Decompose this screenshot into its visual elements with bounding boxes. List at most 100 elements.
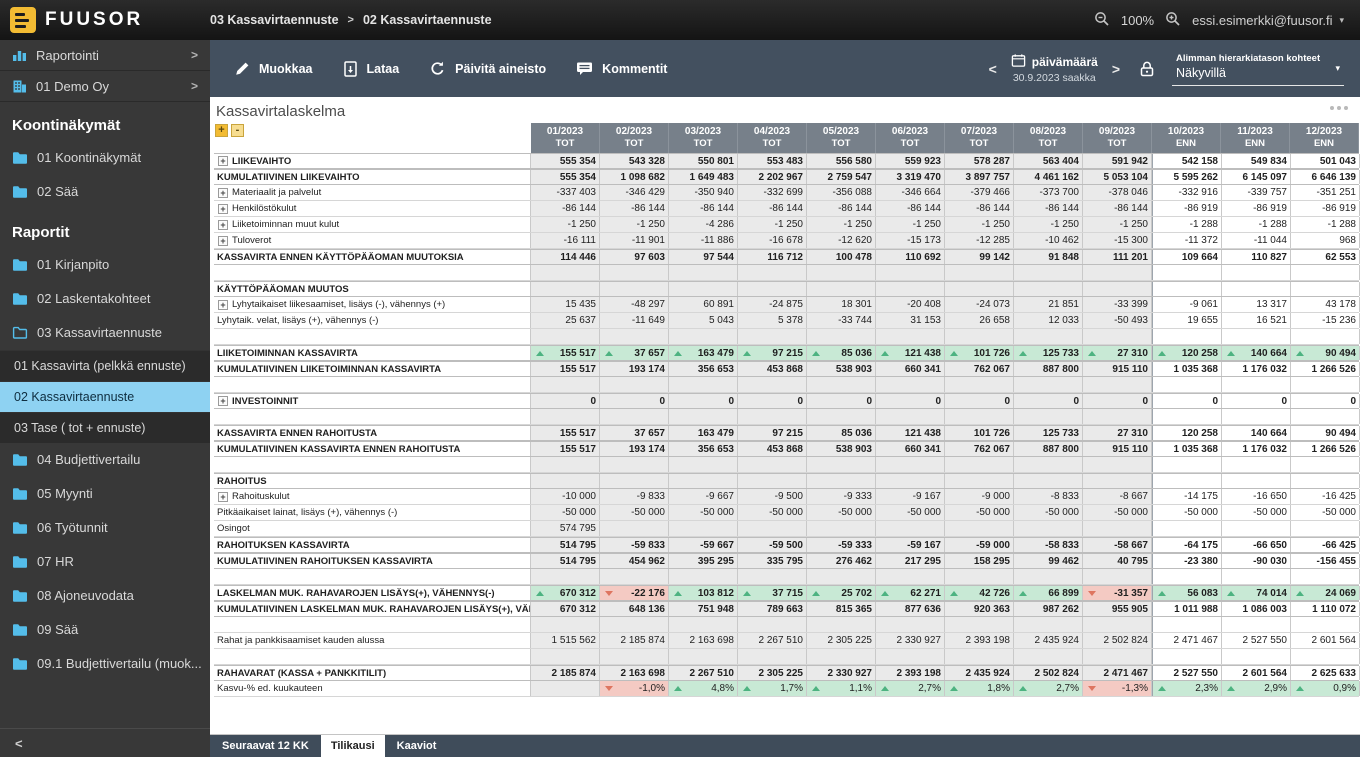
sidebar-item[interactable]: 06 Työtunnit xyxy=(0,511,210,545)
chevron-down-icon: ▾ xyxy=(1339,14,1344,25)
tab-tilikausi[interactable]: Tilikausi xyxy=(320,735,385,757)
expand-row-button[interactable]: + xyxy=(218,491,228,502)
expand-row-button[interactable]: + xyxy=(218,156,228,166)
sidebar-item[interactable]: 03 Kassavirtaennuste xyxy=(0,316,210,350)
table-row: KASSAVIRTA ENNEN RAHOITUSTA 155 517 37 657… xyxy=(214,425,1360,441)
table-spacer-row xyxy=(214,329,1360,345)
sidebar-collapse-button[interactable]: < xyxy=(15,735,23,751)
user-menu[interactable]: essi.esimerkki@fuusor.fi ▾ xyxy=(1192,13,1344,28)
sidebar-item[interactable]: 01 Kirjanpito xyxy=(0,248,210,282)
expand-row-button[interactable]: + xyxy=(218,219,228,230)
data-cell xyxy=(738,457,807,472)
data-cell: -339 757 xyxy=(1222,185,1291,200)
data-cell: -10 000 xyxy=(531,489,600,504)
sidebar-nav-item-1[interactable]: 01 Demo Oy > xyxy=(0,71,210,102)
data-cell: 2 393 198 xyxy=(876,666,945,680)
sidebar-item-label: 01 Kirjanpito xyxy=(37,257,110,272)
expand-row-button[interactable]: + xyxy=(218,203,228,214)
tab-seuraavat-12-kk[interactable]: Seuraavat 12 KK xyxy=(222,740,309,752)
sidebar-subitem[interactable]: 03 Tase ( tot + ennuste) xyxy=(0,412,210,443)
data-cell: -31 357 xyxy=(1083,586,1152,600)
sidebar-item[interactable]: 02 Laskentakohteet xyxy=(0,282,210,316)
data-cell: 1 098 682 xyxy=(600,170,669,184)
data-cell: 99 462 xyxy=(1014,554,1083,568)
data-cell: 66 899 xyxy=(1014,586,1083,600)
row-label-cell: Osingot xyxy=(214,521,531,536)
sidebar-item[interactable]: 08 Ajoneuvodata xyxy=(0,579,210,613)
data-cell: 0 xyxy=(669,394,738,408)
kommentit-button[interactable]: Kommentit xyxy=(576,61,667,76)
expand-row-button[interactable]: + xyxy=(218,299,228,310)
prev-period-button[interactable]: < xyxy=(988,60,997,77)
column-header: 06/2023 TOT xyxy=(876,123,945,153)
data-cell: 163 479 xyxy=(669,426,738,440)
fuusor-logo[interactable]: FUUSOR xyxy=(0,7,210,33)
data-cell: 514 795 xyxy=(531,554,600,568)
expand-row-button[interactable]: + xyxy=(218,187,228,198)
data-cell xyxy=(1014,617,1083,632)
expand-row-button[interactable]: + xyxy=(218,396,228,406)
data-cell: 24 069 xyxy=(1291,586,1360,600)
data-cell xyxy=(807,649,876,664)
folder-icon xyxy=(12,589,28,602)
data-cell: -50 000 xyxy=(876,505,945,520)
trend-up-icon xyxy=(812,350,820,356)
sidebar-item[interactable]: 07 HR xyxy=(0,545,210,579)
hierarchy-dropdown[interactable]: Alimman hierarkiatason kohteet Näkyvillä… xyxy=(1172,51,1344,86)
data-cell: 193 174 xyxy=(600,362,669,376)
data-cell xyxy=(1152,457,1222,472)
sidebar-item[interactable]: 05 Myynti xyxy=(0,477,210,511)
sidebar-item-label: 02 Laskentakohteet xyxy=(37,291,151,306)
column-header: 07/2023 TOT xyxy=(945,123,1014,153)
data-cell: 111 201 xyxy=(1083,250,1152,264)
row-label-cell: Lyhytaik. velat, lisäys (+), vähennys (-… xyxy=(214,313,531,328)
expand-all-button[interactable]: + xyxy=(215,124,228,137)
data-cell: 100 478 xyxy=(807,250,876,264)
row-label: RAHOITUS xyxy=(217,475,267,487)
data-cell: 920 363 xyxy=(945,602,1014,616)
zoom-out-icon[interactable] xyxy=(1094,11,1110,30)
data-cell xyxy=(531,377,600,392)
date-filter[interactable]: päivämäärä 30.9.2023 saakka xyxy=(1011,53,1098,84)
sidebar-item[interactable]: 02 Sää xyxy=(0,175,210,209)
widget-title: Kassavirtalaskelma xyxy=(216,103,346,120)
sidebar-item[interactable]: 04 Budjettivertailu xyxy=(0,443,210,477)
sidebar-subitem[interactable]: 01 Kassavirta (pelkkä ennuste) xyxy=(0,350,210,381)
folder-icon xyxy=(12,487,28,500)
sidebar-subitem-selected[interactable]: 02 Kassavirtaennuste xyxy=(0,381,210,412)
table-row: Pitkäaikaiset lainat, lisäys (+), vähenn… xyxy=(214,505,1360,521)
sidebar-nav-item-0[interactable]: Raportointi > xyxy=(0,40,210,71)
breadcrumb-item-2[interactable]: 02 Kassavirtaennuste xyxy=(362,13,492,27)
data-cell xyxy=(738,617,807,632)
sidebar-item[interactable]: 01 Koontinäkymät xyxy=(0,141,210,175)
lataa-button[interactable]: Lataa xyxy=(343,60,399,77)
row-label: LIIKETOIMINNAN KASSAVIRTA xyxy=(217,347,358,359)
lock-icon[interactable] xyxy=(1138,60,1156,78)
collapse-all-button[interactable]: - xyxy=(231,124,244,137)
table-row: + LIIKEVAIHTO 555 354 543 328 550 801 553 483… xyxy=(214,153,1360,169)
data-cell xyxy=(945,409,1014,424)
data-cell xyxy=(600,377,669,392)
next-period-button[interactable]: > xyxy=(1111,60,1120,77)
sidebar-item[interactable]: 09 Sää xyxy=(0,613,210,647)
more-menu-icon[interactable] xyxy=(1330,106,1348,110)
row-label-cell xyxy=(214,409,531,424)
tab-kaaviot[interactable]: Kaaviot xyxy=(396,740,437,752)
p-ivit-aineisto-button[interactable]: Päivitä aineisto xyxy=(429,61,546,77)
data-cell: 16 521 xyxy=(1222,313,1291,328)
data-cell: 2 527 550 xyxy=(1152,666,1222,680)
cashflow-table: + -01/2023 TOT 02/2023 TOT 03/2023 TOT 04/2023 T… xyxy=(214,123,1360,697)
data-cell: 217 295 xyxy=(876,554,945,568)
row-label-cell: Rahat ja pankkisaamiset kauden alussa xyxy=(214,633,531,648)
expand-row-button[interactable]: + xyxy=(218,235,228,246)
data-cell xyxy=(876,617,945,632)
table-row: Rahat ja pankkisaamiset kauden alussa 1 5… xyxy=(214,633,1360,649)
table-row: Osingot 574 795 xyxy=(214,521,1360,537)
data-cell xyxy=(876,265,945,280)
zoom-in-icon[interactable] xyxy=(1165,11,1181,30)
sidebar-item[interactable]: 09.1 Budjettivertailu (muok... xyxy=(0,647,210,681)
muokkaa-button[interactable]: Muokkaa xyxy=(234,61,313,77)
sidebar-nav-label: 01 Demo Oy xyxy=(36,78,109,94)
data-cell xyxy=(738,265,807,280)
breadcrumb-item-1[interactable]: 03 Kassavirtaennuste xyxy=(210,13,339,27)
